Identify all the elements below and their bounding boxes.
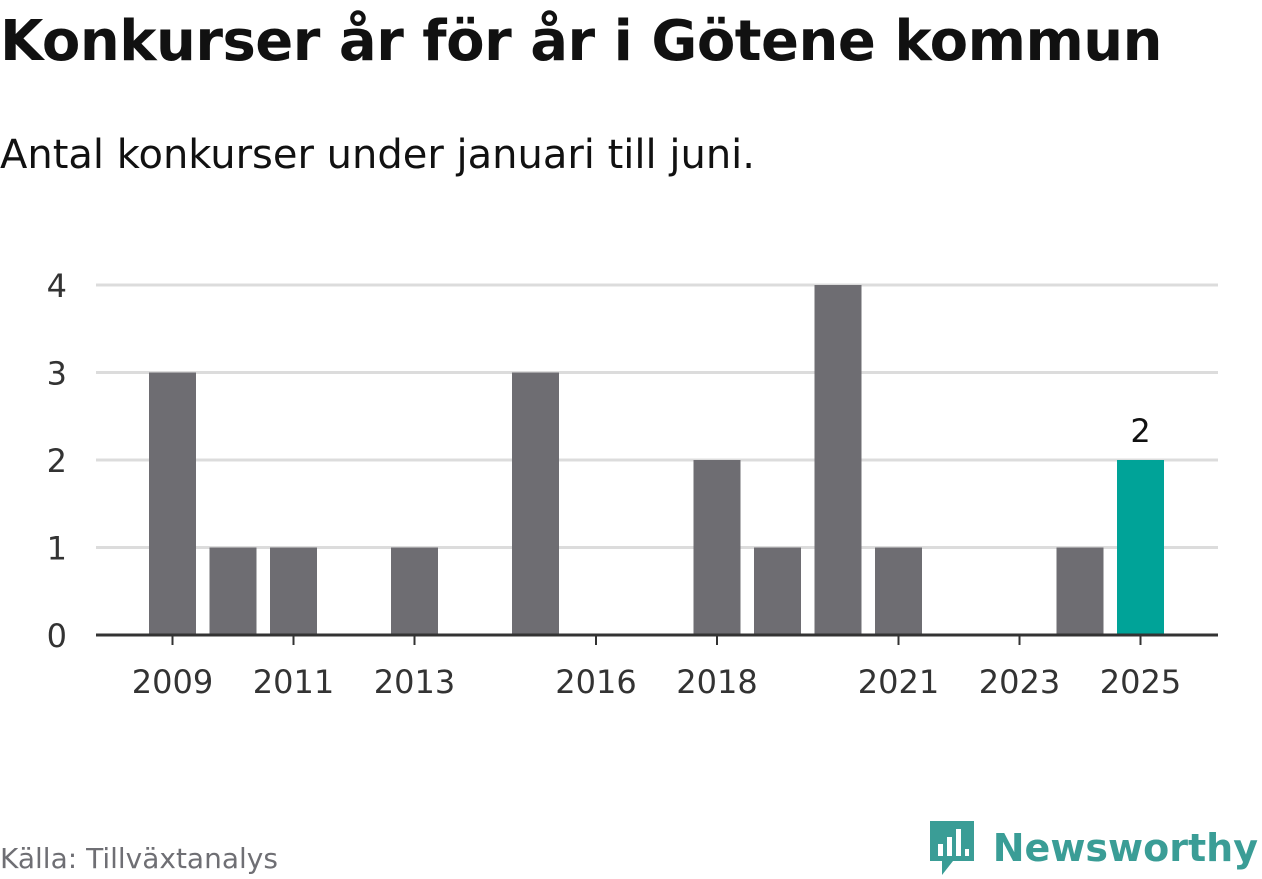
bar-2019 [754, 547, 801, 635]
x-tick-label: 2025 [1100, 663, 1181, 701]
bar-2020 [814, 285, 862, 635]
x-tick-label: 2011 [253, 663, 334, 701]
chart-subtitle: Antal konkurser under januari till juni. [0, 132, 755, 178]
bar-2021 [875, 547, 922, 635]
x-tick-label: 2016 [555, 663, 636, 701]
bar-2024 [1056, 547, 1104, 635]
y-tick-label: 1 [47, 530, 67, 568]
newsworthy-logo-icon [929, 821, 974, 875]
y-tick-label: 0 [47, 617, 67, 655]
gridlines [96, 283, 1218, 549]
bar-2015 [512, 372, 559, 635]
x-tick-label: 2013 [374, 663, 455, 701]
x-tick-label: 2018 [676, 663, 757, 701]
brand-name: Newsworthy [992, 826, 1258, 870]
y-tick-label: 4 [47, 267, 67, 305]
bar-2018 [693, 460, 741, 635]
y-tick-label: 2 [47, 442, 67, 480]
bar-2010 [209, 547, 257, 635]
x-axis-ticks: 2009 2011 2013 2016 2018 2021 2023 2025 [132, 635, 1181, 701]
bar-chart: 0 1 2 3 4 2 2009 2011 2013 2016 2018 2021 2023 2025 [47, 267, 1218, 701]
data-label-2025: 2 [1130, 412, 1150, 450]
source-note: Källa: Tillväxtanalys [0, 842, 278, 875]
bar-2025 [1117, 460, 1164, 635]
x-tick-label: 2021 [858, 663, 939, 701]
x-tick-label: 2009 [132, 663, 213, 701]
y-tick-label: 3 [47, 355, 67, 393]
chart-title: Konkurser år för år i Götene kommun [0, 9, 1163, 74]
bar-2009 [149, 372, 196, 635]
y-axis-ticks: 0 1 2 3 4 [47, 267, 67, 655]
bars [149, 285, 1164, 635]
brand: Newsworthy [927, 818, 1258, 878]
data-labels: 2 [1130, 412, 1150, 450]
x-tick-label: 2023 [979, 663, 1060, 701]
bar-2011 [270, 547, 317, 635]
bar-2013 [391, 547, 438, 635]
